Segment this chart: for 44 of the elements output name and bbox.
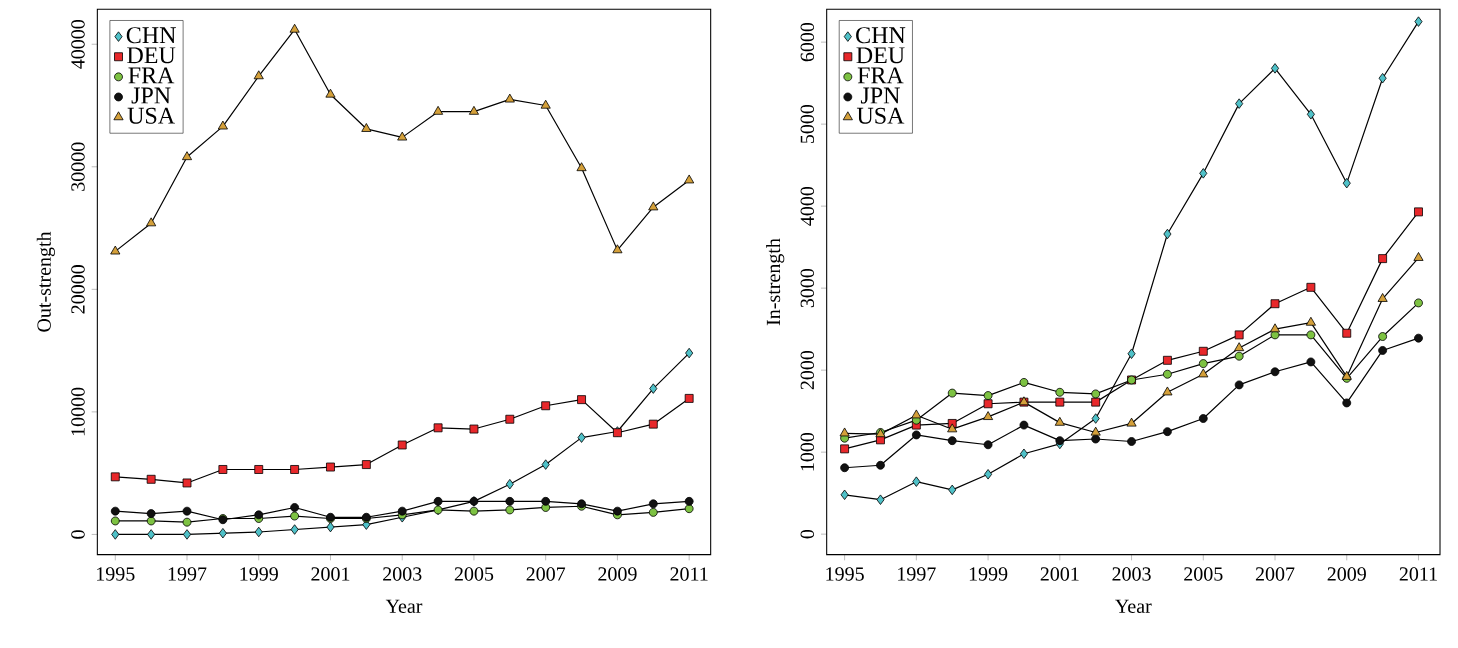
y-tick-label: 0	[800, 529, 815, 539]
legend-label: USA	[127, 107, 175, 124]
x-tick-label: 1997	[168, 567, 207, 581]
legend-label: USA	[856, 107, 905, 124]
y-tick-label: 2000	[800, 350, 815, 390]
x-tick-label: 2007	[1255, 567, 1295, 581]
legend-label: CHN	[126, 27, 176, 44]
legend-label: DEU	[127, 47, 176, 64]
legend-label: CHN	[856, 27, 906, 44]
x-tick-label: 2009	[1327, 567, 1366, 581]
x-tick-label: 1995	[826, 567, 864, 581]
x-tick-label: 1997	[898, 567, 936, 581]
x-tick-label: 2003	[383, 567, 422, 581]
y-tick-label: 20000	[71, 265, 85, 314]
x-tick-label: 1995	[97, 567, 135, 581]
x-tick-label: 2005	[1184, 567, 1223, 581]
y-tick-label: 10000	[71, 387, 85, 436]
y-tick-label: 30000	[71, 142, 85, 191]
x-tick-label: 2003	[1112, 567, 1151, 581]
x-axis-title: Year	[385, 599, 423, 613]
y-tick-label: 6000	[800, 22, 815, 62]
y-tick-label: 1000	[800, 432, 815, 471]
y-tick-label: 0	[71, 530, 85, 539]
legend-label: DEU	[856, 47, 905, 64]
x-tick-label: 2009	[598, 567, 637, 581]
y-axis-title: In-strength	[766, 238, 785, 326]
x-tick-label: 1999	[240, 567, 278, 581]
legend-label: JPN	[131, 87, 171, 104]
y-tick-label: 40000	[71, 20, 85, 69]
x-tick-label: 2007	[526, 567, 566, 581]
legend-label: FRA	[857, 67, 904, 84]
x-tick-label: 2001	[1040, 567, 1079, 581]
x-tick-label: 2005	[454, 567, 494, 581]
legend-label: JPN	[860, 87, 900, 104]
x-tick-label: 2001	[311, 567, 350, 581]
legend-label: FRA	[128, 67, 175, 84]
x-axis-title: Year	[1115, 599, 1152, 613]
x-tick-label: 1999	[969, 567, 1008, 581]
y-tick-label: 5000	[800, 104, 815, 143]
y-axis-title: Out-strength	[36, 231, 55, 332]
x-tick-label: 2011	[670, 567, 708, 581]
y-tick-label: 3000	[800, 268, 815, 308]
y-tick-label: 4000	[800, 186, 815, 226]
x-tick-label: 2011	[1399, 567, 1437, 581]
